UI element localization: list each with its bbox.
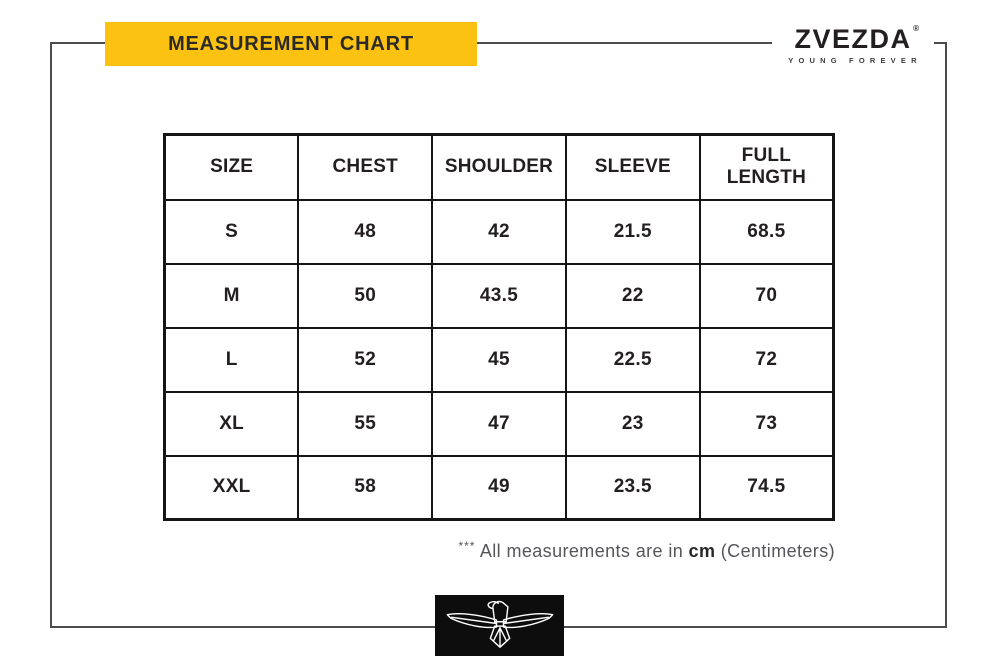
registered-trademark-icon: ® bbox=[913, 23, 921, 33]
measurements-unit-note: *** All measurements are in cm (Centimet… bbox=[458, 539, 835, 562]
footnote-text-after: (Centimeters) bbox=[715, 541, 835, 561]
table-cell: 23 bbox=[564, 390, 701, 457]
table-cell: 70 bbox=[698, 262, 835, 329]
footnote-text-before: All measurements are in bbox=[475, 541, 689, 561]
table-row-xxl: XXL 58 49 23.5 74.5 bbox=[163, 454, 835, 521]
table-cell: 23.5 bbox=[564, 454, 701, 521]
eagle-logo-box bbox=[435, 595, 564, 656]
table-cell: 47 bbox=[431, 390, 567, 457]
table-cell: 43.5 bbox=[431, 262, 567, 329]
eagle-icon bbox=[443, 596, 557, 656]
size-chart-body: S 48 42 21.5 68.5 M 50 43.5 22 70 L 52 4… bbox=[163, 198, 835, 521]
size-chart-header: SIZE CHEST SHOULDER SLEEVE FULL LENGTH bbox=[163, 133, 835, 201]
page-title: MEASUREMENT CHART bbox=[168, 32, 414, 55]
table-cell: 21.5 bbox=[564, 198, 701, 265]
column-header-full-length: FULL LENGTH bbox=[698, 133, 835, 201]
size-chart-table: SIZE CHEST SHOULDER SLEEVE FULL LENGTH S… bbox=[163, 133, 835, 521]
footnote-unit: cm bbox=[688, 541, 716, 561]
table-cell: 73 bbox=[698, 390, 835, 457]
table-cell: 55 bbox=[297, 390, 434, 457]
brand-tagline: YOUNG FOREVER bbox=[788, 55, 922, 65]
size-label: M bbox=[163, 262, 300, 329]
size-label: S bbox=[163, 198, 300, 265]
column-header-sleeve: SLEEVE bbox=[564, 133, 701, 201]
footnote-asterisks: *** bbox=[458, 539, 476, 553]
table-row-l: L 52 45 22.5 72 bbox=[163, 326, 835, 393]
size-label: XL bbox=[163, 390, 300, 457]
header-row: SIZE CHEST SHOULDER SLEEVE FULL LENGTH bbox=[163, 133, 835, 201]
table-cell: 22 bbox=[564, 262, 701, 329]
table-cell: 52 bbox=[297, 326, 434, 393]
table-cell: 50 bbox=[297, 262, 434, 329]
measurement-chart-banner: MEASUREMENT CHART bbox=[105, 22, 477, 66]
table-cell: 68.5 bbox=[698, 198, 835, 265]
table-row-m: M 50 43.5 22 70 bbox=[163, 262, 835, 329]
table-cell: 42 bbox=[431, 198, 567, 265]
table-cell: 72 bbox=[698, 326, 835, 393]
column-header-size: SIZE bbox=[163, 133, 300, 201]
table-cell: 22.5 bbox=[564, 326, 701, 393]
table-cell: 74.5 bbox=[698, 454, 835, 521]
table-cell: 45 bbox=[431, 326, 567, 393]
column-header-chest: CHEST bbox=[297, 133, 434, 201]
size-label: L bbox=[163, 326, 300, 393]
table-cell: 48 bbox=[297, 198, 434, 265]
table-cell: 49 bbox=[431, 454, 567, 521]
brand-wordmark: ZVEZDA ® bbox=[794, 23, 921, 54]
table-row-s: S 48 42 21.5 68.5 bbox=[163, 198, 835, 265]
table-row-xl: XL 55 47 23 73 bbox=[163, 390, 835, 457]
brand-logo: ZVEZDA ® YOUNG FOREVER bbox=[772, 23, 934, 67]
size-label: XXL bbox=[163, 454, 300, 521]
column-header-shoulder: SHOULDER bbox=[431, 133, 567, 201]
table-cell: 58 bbox=[297, 454, 434, 521]
